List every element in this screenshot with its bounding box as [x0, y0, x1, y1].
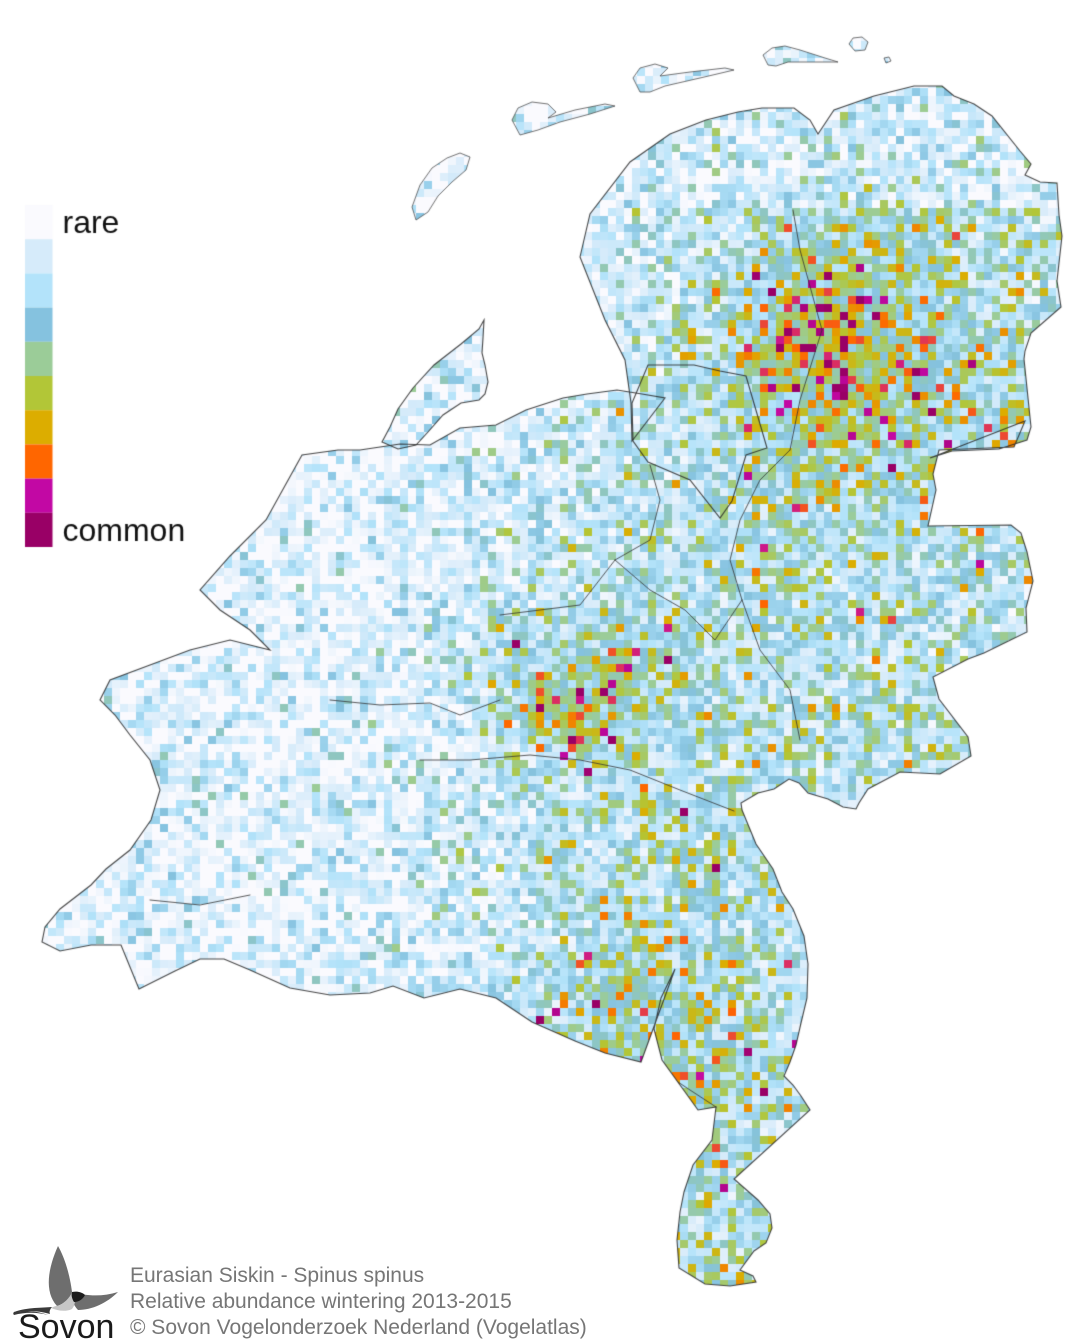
svg-text:Sovon: Sovon [18, 1308, 114, 1340]
